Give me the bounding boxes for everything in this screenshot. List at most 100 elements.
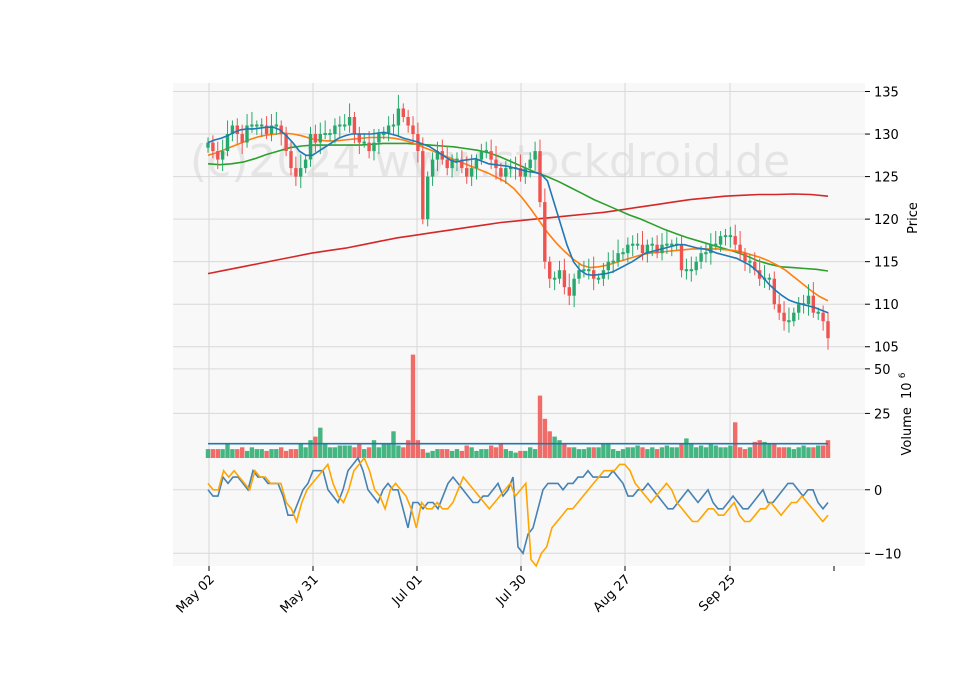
candle xyxy=(689,256,693,282)
candle xyxy=(528,152,532,178)
candle xyxy=(460,150,464,174)
x-tick-label: Jul 01 xyxy=(389,572,426,609)
candle xyxy=(567,273,571,306)
candle xyxy=(684,258,689,280)
volume-bar xyxy=(459,450,465,458)
volume-bar xyxy=(313,436,318,458)
volume-bar xyxy=(816,445,821,458)
volume-bar xyxy=(820,445,826,458)
volume-bar xyxy=(440,449,445,458)
volume-bar xyxy=(576,449,582,458)
candle xyxy=(533,141,537,172)
candle xyxy=(826,311,830,350)
candle xyxy=(484,141,488,159)
volume-bar xyxy=(801,445,806,458)
candle xyxy=(738,231,742,261)
candle xyxy=(650,237,654,257)
x-tick-label: Jul 30 xyxy=(493,572,530,609)
candle xyxy=(572,273,576,308)
ma200-series xyxy=(207,193,829,275)
candle xyxy=(289,141,293,176)
volume-bar xyxy=(630,447,635,458)
volume-axis-unit-exponent: 6 xyxy=(898,372,908,378)
volume-bar xyxy=(474,450,479,458)
price-axis-title: Price xyxy=(906,202,921,234)
candle xyxy=(587,258,591,280)
candle xyxy=(523,162,527,184)
volume-bar xyxy=(508,450,513,458)
volume-bar xyxy=(464,445,469,458)
volume-bar xyxy=(713,445,718,458)
candle xyxy=(391,114,396,135)
volume-bar xyxy=(772,443,777,458)
volume-bar xyxy=(567,447,572,458)
candle xyxy=(509,158,513,178)
candle xyxy=(303,154,308,174)
y-tick-label: 0 xyxy=(874,484,882,499)
candle xyxy=(308,126,313,167)
candle xyxy=(245,114,249,148)
volume-bar xyxy=(376,447,382,458)
candle xyxy=(582,260,586,278)
candle xyxy=(577,262,581,284)
y-tick-label: 50 xyxy=(874,363,891,378)
candle xyxy=(299,154,303,189)
volume-y-axis: 25 50 xyxy=(865,363,891,422)
volume-bar xyxy=(625,447,630,458)
volume-bar xyxy=(225,443,230,458)
candle xyxy=(655,235,659,259)
candle xyxy=(352,111,357,144)
y-tick-label: 110 xyxy=(874,298,899,313)
volume-bar xyxy=(586,447,591,458)
volume-bar xyxy=(811,447,816,458)
volume-bar xyxy=(288,449,294,458)
volume-bar xyxy=(806,447,811,458)
volume-bar xyxy=(381,443,386,458)
y-tick-label: 135 xyxy=(874,86,899,101)
volume-bar xyxy=(430,450,435,458)
volume-bar xyxy=(454,449,460,458)
volume-bar xyxy=(728,445,733,458)
volume-bar xyxy=(264,450,269,458)
volume-bar xyxy=(650,447,655,458)
volume-bar xyxy=(498,443,504,458)
volume-bar xyxy=(415,440,421,458)
indicator-series-1 xyxy=(207,456,829,556)
volume-bar xyxy=(493,447,499,458)
candle xyxy=(435,141,440,172)
candle xyxy=(450,154,454,178)
volume-bar xyxy=(420,449,425,458)
candle xyxy=(743,248,747,272)
volume-bar xyxy=(752,441,757,458)
candle xyxy=(699,245,703,269)
volume-bar xyxy=(542,418,548,458)
grid-lines xyxy=(173,83,865,566)
volume-bar xyxy=(733,422,738,458)
candle xyxy=(504,160,508,184)
candle xyxy=(548,256,552,289)
candle xyxy=(465,156,469,184)
volume-bar xyxy=(357,443,362,458)
candle xyxy=(782,301,786,331)
candle xyxy=(767,273,772,291)
candle xyxy=(733,224,737,250)
volume-bar xyxy=(298,443,303,458)
candle xyxy=(206,137,210,153)
volume-bar xyxy=(547,431,552,459)
volume-bar xyxy=(303,447,308,458)
volume-bar xyxy=(777,447,782,458)
candle xyxy=(362,133,366,148)
volume-bar xyxy=(523,450,528,458)
candle xyxy=(621,248,625,261)
candle xyxy=(294,156,298,186)
volume-bar xyxy=(786,447,792,458)
volume-bar xyxy=(479,449,484,458)
y-tick-label: 120 xyxy=(874,213,899,228)
candle xyxy=(631,235,635,257)
volume-bar xyxy=(445,449,450,458)
volume-bar xyxy=(581,449,587,458)
candle xyxy=(255,120,259,135)
volume-bar xyxy=(323,443,328,458)
volume-axis-title: Volume 10 6 xyxy=(898,372,915,455)
